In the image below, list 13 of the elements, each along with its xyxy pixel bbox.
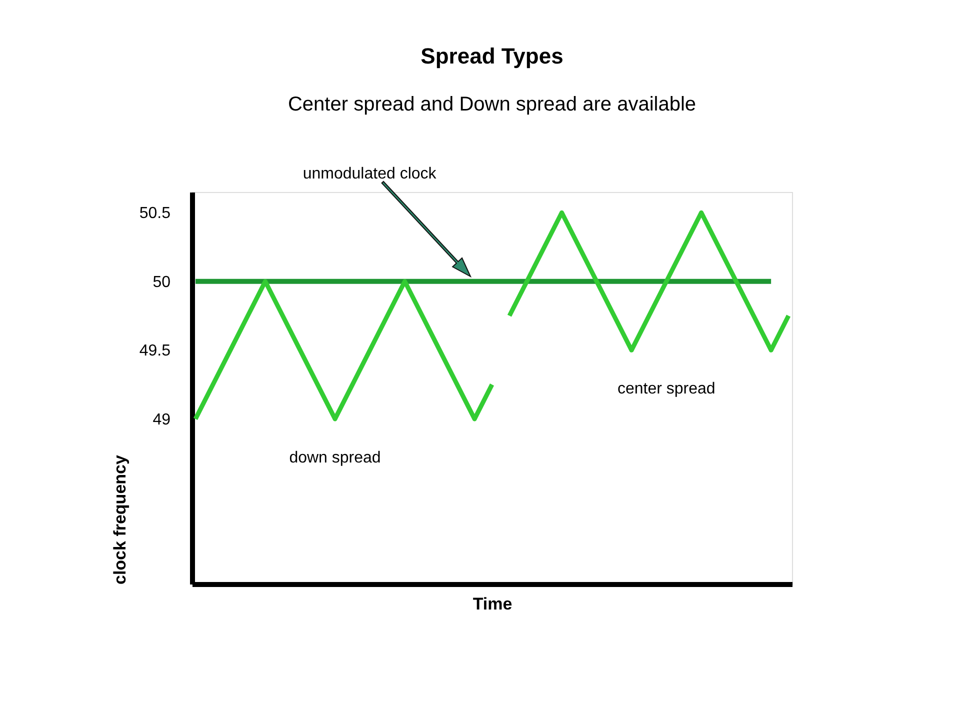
text: down spread bbox=[289, 449, 381, 466]
text: center spread bbox=[617, 380, 716, 398]
y-tick-label: 50 bbox=[152, 274, 171, 291]
y-axis-title: clock frequency bbox=[110, 454, 130, 584]
text: unmodulated clock bbox=[302, 165, 438, 182]
chart-subtitle: Center spread and Down spread are available bbox=[288, 93, 696, 116]
y-tick-label: 50.5 bbox=[139, 205, 171, 222]
y-tick-label: 49.5 bbox=[139, 342, 171, 360]
chart-title: Spread Types bbox=[420, 43, 564, 68]
line-series bbox=[507, 210, 791, 352]
line-series bbox=[193, 279, 494, 422]
y-tick-label: 49 bbox=[152, 411, 171, 428]
x-axis-title: Time bbox=[472, 594, 512, 614]
